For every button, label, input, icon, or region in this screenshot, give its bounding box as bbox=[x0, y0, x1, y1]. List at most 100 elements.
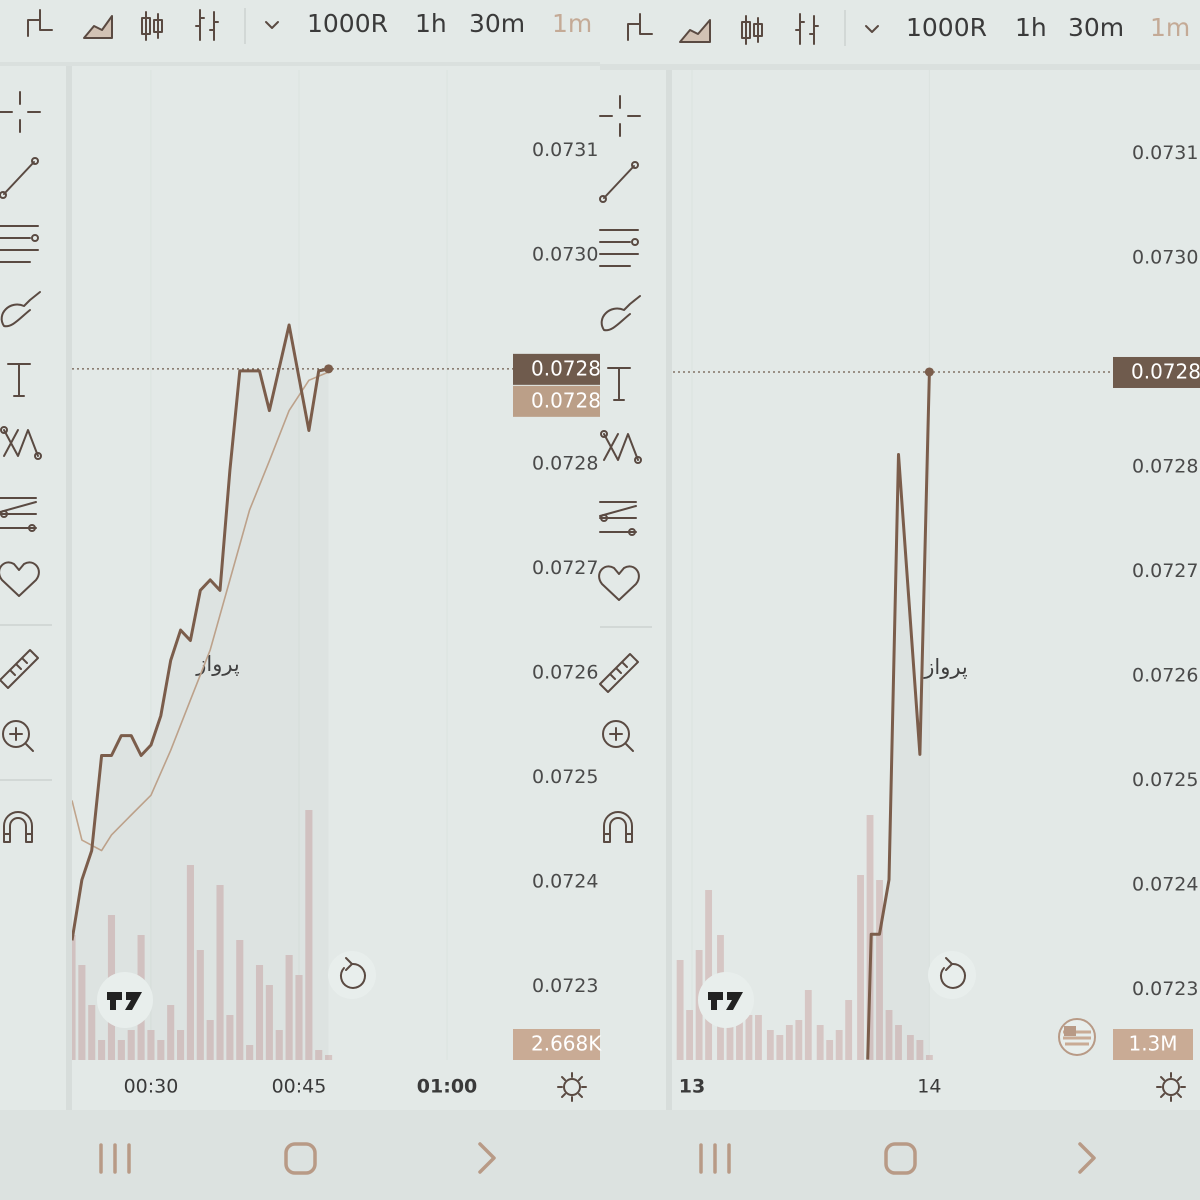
toolbar-border bbox=[0, 62, 600, 66]
settings-button[interactable] bbox=[1156, 1072, 1186, 1102]
settings-button[interactable] bbox=[557, 1072, 587, 1102]
chart-type-icon[interactable] bbox=[27, 9, 279, 41]
volume-bar bbox=[885, 1010, 893, 1060]
y-tick-label: 0.0725 bbox=[1132, 769, 1198, 791]
y-tick-label: 0.0727 bbox=[1132, 560, 1198, 582]
volume-bar bbox=[804, 990, 812, 1060]
volume-label: 1.3M bbox=[1128, 1032, 1177, 1056]
y-tick-label: 0.0723 bbox=[1132, 978, 1198, 1000]
volume-bar bbox=[736, 1005, 743, 1060]
y-tick-label: 0.0726 bbox=[532, 661, 598, 683]
volume-bar bbox=[206, 1020, 214, 1060]
x-tick-label: 00:30 bbox=[124, 1076, 179, 1098]
nav-home[interactable] bbox=[884, 1142, 917, 1175]
volume-bar bbox=[795, 1020, 803, 1060]
watermark: پرواز bbox=[923, 655, 968, 679]
y-tick-label: 0.0731 bbox=[1132, 142, 1198, 164]
volume-bar bbox=[906, 1035, 914, 1060]
volume-bar bbox=[876, 880, 883, 1060]
drawing-tools[interactable] bbox=[0, 91, 42, 843]
price-label-box bbox=[513, 385, 600, 417]
price-label: 0.0728 bbox=[531, 356, 601, 380]
volume-bar bbox=[177, 1030, 185, 1060]
interval[interactable]: 1000R bbox=[307, 9, 388, 38]
volume-bar bbox=[816, 1025, 824, 1060]
volume-bar bbox=[72, 935, 76, 1060]
nav-recents[interactable] bbox=[99, 1143, 131, 1174]
last-price-dot bbox=[924, 367, 934, 377]
y-tick-label: 0.0724 bbox=[1132, 874, 1198, 896]
volume-bar bbox=[265, 985, 273, 1060]
volume-bar bbox=[745, 1015, 753, 1060]
y-tick-label: 0.0727 bbox=[532, 557, 598, 579]
volume-bar bbox=[157, 1040, 165, 1060]
x-tick-label: 01:00 bbox=[417, 1076, 477, 1098]
interval[interactable]: 1000R bbox=[906, 13, 987, 42]
flag-button[interactable] bbox=[1058, 1018, 1096, 1056]
volume-bar bbox=[255, 965, 264, 1060]
y-tick-label: 0.0730 bbox=[532, 243, 598, 265]
moving-average bbox=[72, 371, 329, 852]
nav-home[interactable] bbox=[284, 1142, 317, 1175]
volume-bar bbox=[117, 1040, 125, 1060]
volume-bar bbox=[676, 960, 684, 1060]
y-tick-label: 0.0723 bbox=[532, 975, 598, 997]
last-price-dot bbox=[324, 364, 334, 374]
chart-type-icon[interactable] bbox=[627, 13, 879, 45]
volume-bar bbox=[78, 965, 86, 1060]
volume-bar bbox=[925, 1055, 933, 1060]
volume-bar bbox=[275, 1030, 283, 1060]
volume-bar bbox=[857, 875, 864, 1060]
timeframe[interactable]: 30m bbox=[1068, 13, 1124, 42]
logo-button[interactable] bbox=[698, 972, 754, 1028]
y-tick-label: 0.0731 bbox=[532, 139, 598, 161]
reset-button[interactable] bbox=[328, 951, 376, 999]
x-tick-label: 13 bbox=[679, 1076, 705, 1098]
volume-label: 2.668K bbox=[531, 1032, 602, 1056]
volume-label-box bbox=[1113, 1029, 1193, 1060]
volume-bar bbox=[826, 1040, 834, 1060]
price-line bbox=[72, 323, 329, 941]
timeframe[interactable]: 1h bbox=[415, 9, 447, 38]
x-tick-label: 00:45 bbox=[272, 1076, 327, 1098]
volume-bar bbox=[147, 1030, 155, 1060]
reset-button[interactable] bbox=[928, 951, 976, 999]
toolbar-border bbox=[600, 64, 1200, 70]
nav-back[interactable] bbox=[1078, 1142, 1096, 1174]
price-area bbox=[72, 325, 329, 1060]
volume-bar bbox=[776, 1035, 784, 1060]
volume-bar bbox=[895, 1025, 902, 1060]
price-line bbox=[866, 371, 931, 1060]
timeframe[interactable]: 1m bbox=[552, 9, 592, 38]
volume-bar bbox=[246, 1045, 254, 1060]
price-label: 0.0728 bbox=[1131, 359, 1200, 383]
volume-bar bbox=[835, 1030, 843, 1060]
timeframe[interactable]: 30m bbox=[469, 9, 525, 38]
y-tick-label: 0.0728 bbox=[1132, 456, 1198, 478]
volume-bar bbox=[705, 890, 713, 1060]
volume-bar bbox=[305, 810, 313, 1060]
volume-bar bbox=[845, 1000, 853, 1060]
y-tick-label: 0.0726 bbox=[1132, 665, 1198, 687]
price-label-box bbox=[1113, 356, 1200, 388]
timeframe[interactable]: 1h bbox=[1015, 13, 1047, 42]
nav-back[interactable] bbox=[478, 1142, 496, 1174]
chart: 13 14 پرواز bbox=[676, 70, 968, 1098]
logo-button[interactable] bbox=[97, 972, 153, 1028]
volume-bar bbox=[315, 1050, 323, 1060]
volume-bar bbox=[167, 1005, 175, 1060]
timeframe[interactable]: 1m bbox=[1150, 13, 1190, 42]
price-label: 0.0728 bbox=[531, 388, 601, 412]
x-tick-label: 14 bbox=[917, 1076, 941, 1098]
volume-bar bbox=[686, 1010, 694, 1060]
y-tick-label: 0.0725 bbox=[532, 766, 598, 788]
nav-recents[interactable] bbox=[699, 1143, 731, 1174]
y-tick-label: 0.0724 bbox=[532, 870, 598, 892]
volume-bar bbox=[285, 955, 293, 1060]
y-tick-label: 0.0728 bbox=[532, 452, 598, 474]
drawing-tools[interactable] bbox=[598, 95, 642, 843]
separator bbox=[66, 66, 72, 1112]
y-tick-label: 0.0730 bbox=[1132, 247, 1198, 269]
volume-bar bbox=[325, 1055, 333, 1060]
